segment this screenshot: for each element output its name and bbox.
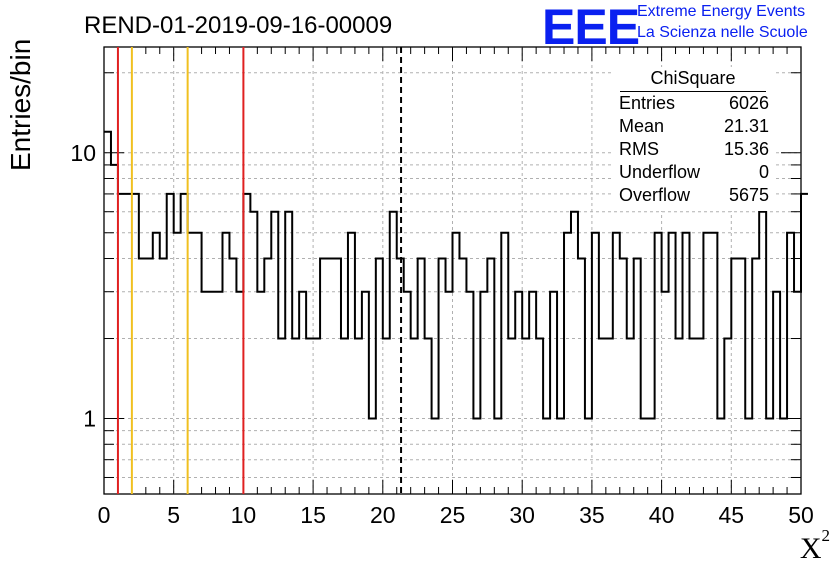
tick-labels: 0 5 10 15 20 25 30 35 40 45 50 1 10 (70, 140, 813, 528)
stats-value: 15.36 (723, 139, 769, 159)
logo-line-1: Extreme Energy Events (637, 3, 806, 20)
x-tick-label: 40 (649, 502, 675, 528)
stats-value: 0 (758, 162, 769, 182)
stats-key: RMS (619, 139, 659, 159)
histogram-outline (104, 130, 808, 420)
x-tick-label: 35 (579, 502, 605, 528)
stats-box: ChiSquare Entries 6026 Mean 21.31 RMS 15.36… (611, 67, 775, 211)
y-axis-label: Entries/bin (5, 38, 36, 171)
histogram (104, 130, 808, 420)
x-tick-label: 25 (440, 502, 466, 528)
stats-row-rms: RMS 15.36 (619, 139, 769, 161)
x-tick-label: 0 (98, 502, 111, 528)
stats-key: Mean (619, 116, 665, 136)
logo-line-2: La Scienza nelle Scuole (637, 24, 808, 41)
stats-title: ChiSquare (650, 68, 736, 88)
stats-value: 5675 (728, 185, 769, 205)
x-tick-label: 45 (719, 502, 745, 528)
x-tick-label: 30 (509, 502, 535, 528)
stats-value: 21.31 (723, 116, 769, 136)
stats-key: Overflow (619, 185, 691, 205)
marker-lines (116, 47, 403, 494)
x-tick-label: 15 (300, 502, 326, 528)
stats-value: 6026 (728, 93, 769, 113)
x-tick-label: 5 (167, 502, 180, 528)
y-tick-label: 1 (83, 406, 96, 432)
x-tick-label: 50 (788, 502, 814, 528)
x-axis-label-superscript: 2 (821, 526, 831, 545)
stats-row-underflow: Underflow 0 (619, 162, 769, 184)
stats-row-overflow: Overflow 5675 (619, 185, 769, 207)
eee-logo: EEE (542, 0, 640, 55)
y-tick-label: 10 (70, 140, 96, 166)
stats-key: Entries (619, 93, 676, 113)
stats-divider (620, 91, 766, 92)
x-axis-label: X2 (799, 526, 830, 566)
stats-row-entries: Entries 6026 (619, 93, 769, 115)
stats-row-mean: Mean 21.31 (619, 116, 769, 138)
chart-title: REND-01-2019-09-16-00009 (84, 12, 393, 39)
x-tick-label: 10 (231, 502, 257, 528)
x-axis-label-main: X (799, 532, 822, 565)
x-tick-label: 20 (370, 502, 396, 528)
grid-lines (104, 47, 801, 494)
stats-key: Underflow (619, 162, 701, 182)
